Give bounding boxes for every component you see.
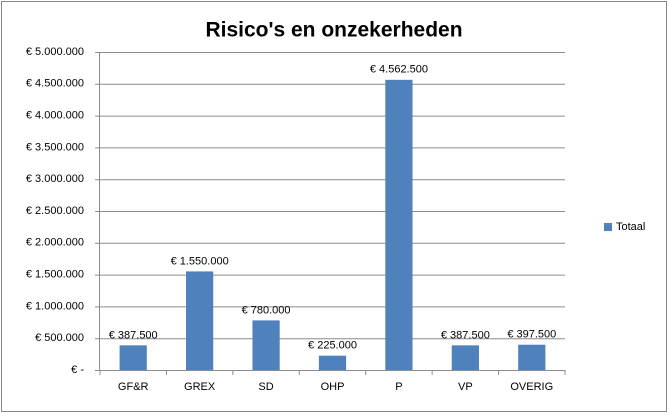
bar [451, 345, 479, 370]
x-tick-label: GF&R [118, 381, 149, 393]
x-tick-label: OVERIG [510, 381, 553, 393]
x-tick-label: VP [458, 381, 473, 393]
bar [518, 344, 546, 370]
x-tick-label: GREX [184, 381, 216, 393]
y-tick-label: € 5.000.000 [26, 46, 84, 58]
x-tick-label: SD [258, 381, 273, 393]
bar [252, 320, 280, 370]
data-label: € 780.000 [242, 304, 291, 316]
bar [385, 79, 413, 370]
chart-title: Risico's en onzekerheden [205, 19, 462, 42]
data-label: € 387.500 [441, 329, 490, 341]
y-tick-label: € 2.000.000 [26, 237, 84, 249]
y-tick-label: € 500.000 [35, 332, 84, 344]
y-tick-label: € 1.500.000 [26, 269, 84, 281]
data-label: € 397.500 [507, 329, 556, 341]
data-label: € 225.000 [308, 340, 357, 352]
bar [186, 271, 214, 370]
y-tick-label: € 3.000.000 [26, 173, 84, 185]
x-tick-label: P [395, 381, 402, 393]
data-label: € 1.550.000 [171, 255, 229, 267]
bar [318, 355, 347, 370]
data-label: € 4.562.500 [370, 64, 428, 76]
data-label: € 387.500 [109, 329, 158, 341]
y-tick-label: € 2.500.000 [26, 205, 84, 217]
legend-swatch [604, 223, 612, 231]
y-tick-label: € 4.000.000 [26, 110, 84, 122]
x-tick-label: OHP [321, 381, 345, 393]
y-tick-label: € 3.500.000 [26, 141, 84, 153]
y-tick-label: € 4.500.000 [26, 78, 84, 90]
y-tick-label: € - [71, 364, 84, 376]
y-tick-label: € 1.000.000 [26, 300, 84, 312]
bar [119, 345, 147, 370]
chart-border [1, 1, 667, 412]
legend-label: Totaal [616, 221, 645, 233]
